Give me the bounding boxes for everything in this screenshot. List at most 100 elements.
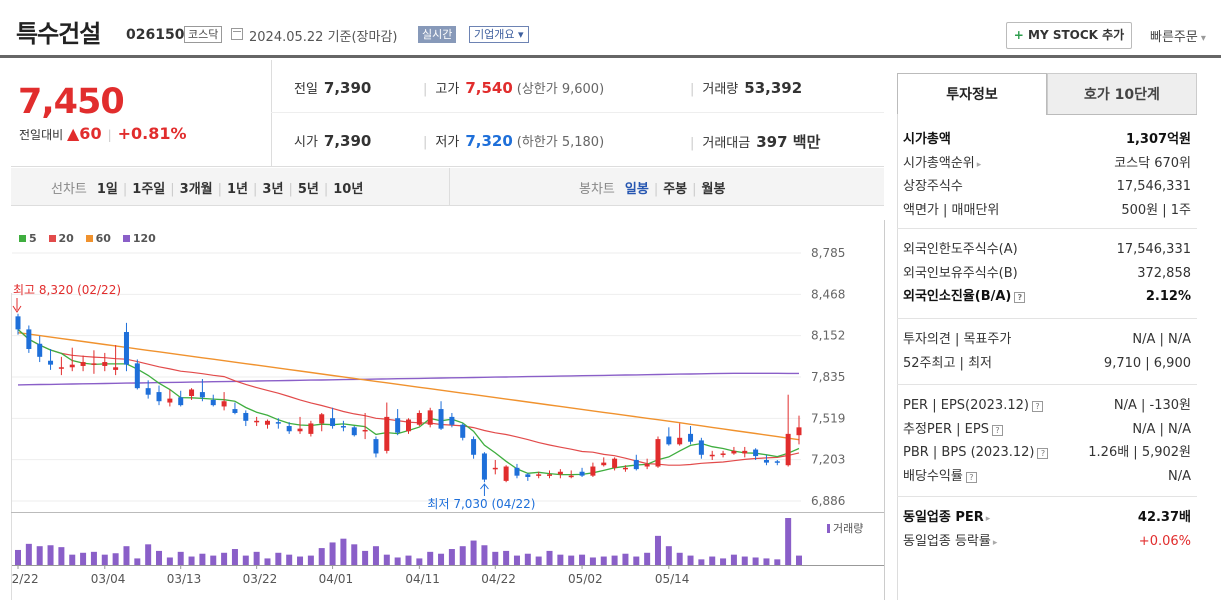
candle-body (297, 428, 303, 432)
info-value: N/A | -130원 (1113, 398, 1191, 413)
volume-bar (264, 558, 271, 565)
invest-info-panel: 투자정보 호가 10단계 시가총액 1,307억원 시가총액순위 ▸ 코스닥 670위 상… (897, 73, 1197, 600)
legend-ma60: 60 (85, 232, 111, 245)
low-label: 저가 (435, 135, 460, 150)
info-row: PBR | BPS (2023.12)? 1.26배 | 5,902원 (903, 444, 1191, 462)
tab-1d[interactable]: 1일 (96, 182, 118, 197)
add-mystock-button[interactable]: + MY STOCK 추가 (1006, 22, 1132, 49)
x-tick-label: 04/11 (405, 572, 440, 586)
stock-header: 특수건설 026150 코스닥 2024.05.22 기준(장마감) 실시간 기… (0, 0, 1221, 58)
candle-body (156, 392, 162, 402)
caret-right-icon[interactable]: ▸ (992, 537, 998, 548)
info-label: 시가총액순위 ▸ (903, 155, 982, 171)
tab-3y[interactable]: 3년 (262, 182, 284, 197)
candle-body (774, 461, 780, 463)
candle-body (753, 449, 759, 457)
tab-orderbook-10[interactable]: 호가 10단계 (1047, 73, 1197, 115)
help-icon[interactable]: ? (965, 471, 977, 483)
volume-label: 거래량 (702, 82, 739, 97)
volume-bar (665, 546, 672, 565)
candle-body (330, 418, 336, 427)
volume-bar (383, 554, 390, 565)
tab-10y[interactable]: 10년 (333, 182, 364, 197)
line-chart-group: 선차트 1일 | 1주일 | 3개월 | 1년 | 3년 | 5년 | 10년 (51, 182, 364, 197)
candle-body (210, 399, 216, 406)
volume-bar (90, 551, 97, 565)
info-value: +0.06% (1138, 533, 1191, 549)
volume-bar (156, 550, 163, 565)
volume-bar (80, 552, 87, 565)
candle-body (362, 429, 368, 432)
info-row: 시가총액 1,307억원 (903, 131, 1191, 149)
help-icon[interactable]: ? (1031, 401, 1043, 412)
help-icon[interactable]: ? (1037, 448, 1049, 459)
volume-bar (503, 550, 510, 565)
trade-amount: | 거래대금 397 백만 (690, 133, 821, 151)
info-value: N/A | N/A (1132, 332, 1191, 347)
candle-body (525, 474, 531, 477)
caret-right-icon[interactable]: ▸ (985, 514, 991, 524)
volume-bar (25, 543, 32, 565)
candle-body (58, 367, 64, 369)
tab-invest-info[interactable]: 투자정보 (897, 73, 1047, 115)
tab-weekly[interactable]: 주봉 (663, 182, 688, 197)
tab-5y[interactable]: 5년 (297, 182, 319, 197)
low-annotation: 최저 7,030 (04/22) (427, 497, 535, 511)
candle-body (514, 467, 520, 476)
volume-bar (611, 555, 618, 565)
volume-bar (698, 559, 705, 565)
help-icon[interactable]: ? (1014, 292, 1026, 303)
volume-bar (286, 554, 293, 565)
candle-body (178, 397, 184, 406)
tab-daily[interactable]: 일봉 (624, 182, 649, 197)
candle-body (590, 466, 596, 476)
volume-bar (763, 558, 770, 565)
x-tick-label: 04/01 (319, 572, 354, 586)
volume-bar (405, 555, 412, 565)
volume-bar (676, 552, 683, 565)
candle-body (275, 422, 281, 424)
volume-bar (492, 551, 499, 565)
info-label: 추정PER | EPS? (903, 421, 1003, 439)
info-row: 동일업종 PER ▸ 42.37배 (903, 509, 1191, 527)
candle-body (264, 420, 270, 425)
volume-bar (513, 555, 520, 565)
volume-bar (166, 557, 173, 565)
volume-bar (210, 555, 217, 565)
tab-monthly[interactable]: 월봉 (701, 182, 726, 197)
upper-limit: (상한가 9,600) (516, 82, 605, 97)
info-row: 투자의견 | 목표주가 N/A | N/A (903, 331, 1191, 349)
company-info-dropdown[interactable]: 기업개요 ▾ (469, 26, 529, 43)
info-label: 투자의견 | 목표주가 (903, 332, 1012, 347)
info-value: 500원 | 1주 (1121, 202, 1191, 218)
tab-3m[interactable]: 3개월 (179, 182, 213, 197)
info-row: PER | EPS(2023.12)? N/A | -130원 (903, 397, 1191, 415)
candle-body (427, 410, 433, 425)
info-label: 외국인소진율(B/A)? (903, 288, 1026, 306)
volume-bar (546, 550, 553, 565)
volume-bar (524, 553, 531, 565)
line-chart-label: 선차트 (51, 182, 87, 197)
volume-bar (340, 538, 347, 565)
candle-body (633, 459, 639, 470)
volume-bar (253, 551, 260, 565)
caret-right-icon[interactable]: ▸ (976, 159, 982, 170)
realtime-button[interactable]: 실시간 (418, 26, 457, 43)
candlestick-svg[interactable]: 8,785 8,468 8,152 7,835 7,519 7,203 6,886 최고 8,… (11, 220, 884, 600)
info-value: N/A | N/A (1132, 421, 1191, 437)
info-row: 시가총액순위 ▸ 코스닥 670위 (903, 155, 1191, 173)
volume-bar (438, 553, 445, 565)
tab-1w[interactable]: 1주일 (132, 182, 166, 197)
info-value: 17,546,331 (1116, 242, 1191, 257)
info-label: 52주최고 | 최저 (903, 355, 992, 371)
ma20-line (17, 328, 800, 466)
candle-body (254, 420, 260, 423)
volume-bar (427, 551, 434, 565)
quick-order-button[interactable]: 빠른주문 (1150, 26, 1206, 45)
candle-body (460, 424, 466, 438)
low-price: | 저가 7,320 (하한가 5,180) (423, 132, 605, 150)
help-icon[interactable]: ? (991, 424, 1003, 436)
volume-bar (589, 557, 596, 565)
tab-1y[interactable]: 1년 (227, 182, 249, 197)
volume-bar (112, 553, 119, 565)
